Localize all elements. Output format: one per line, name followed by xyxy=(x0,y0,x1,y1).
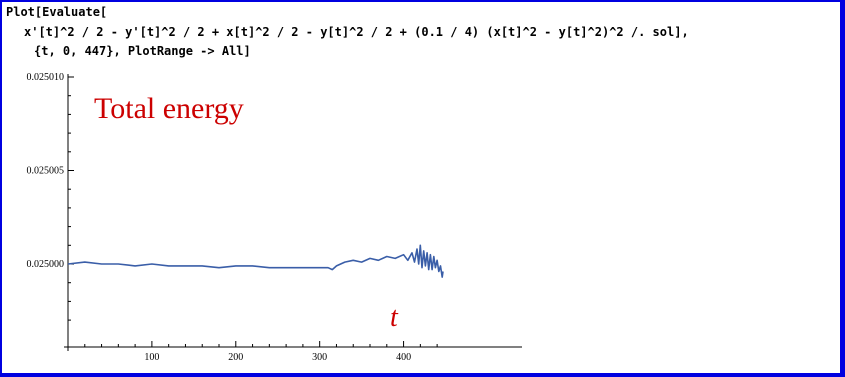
plot-title-annotation: Total energy xyxy=(94,92,244,125)
code-line-3: {t, 0, 447}, PlotRange -> All] xyxy=(34,44,251,58)
x-tick-label: 300 xyxy=(312,352,327,363)
code-line-2: x'[t]^2 / 2 - y'[t]^2 / 2 + x[t]^2 / 2 -… xyxy=(24,25,689,39)
y-tick-label: 0.025005 xyxy=(27,166,65,177)
x-variable-annotation: t xyxy=(390,302,398,333)
y-tick-label: 0.025010 xyxy=(27,72,65,83)
y-tick-label: 0.025000 xyxy=(27,259,65,270)
notebook-panel: Plot[Evaluate[ x'[t]^2 / 2 - y'[t]^2 / 2… xyxy=(2,2,840,373)
code-line-1: Plot[Evaluate[ xyxy=(6,5,108,19)
energy-plot: 100 200 300 400 0.025000 0.025005 0.025010 xyxy=(27,72,522,363)
x-tick-label: 400 xyxy=(396,352,411,363)
series-line-0 xyxy=(67,244,444,278)
x-tick-label: 200 xyxy=(228,352,243,363)
x-tick-label: 100 xyxy=(144,352,159,363)
